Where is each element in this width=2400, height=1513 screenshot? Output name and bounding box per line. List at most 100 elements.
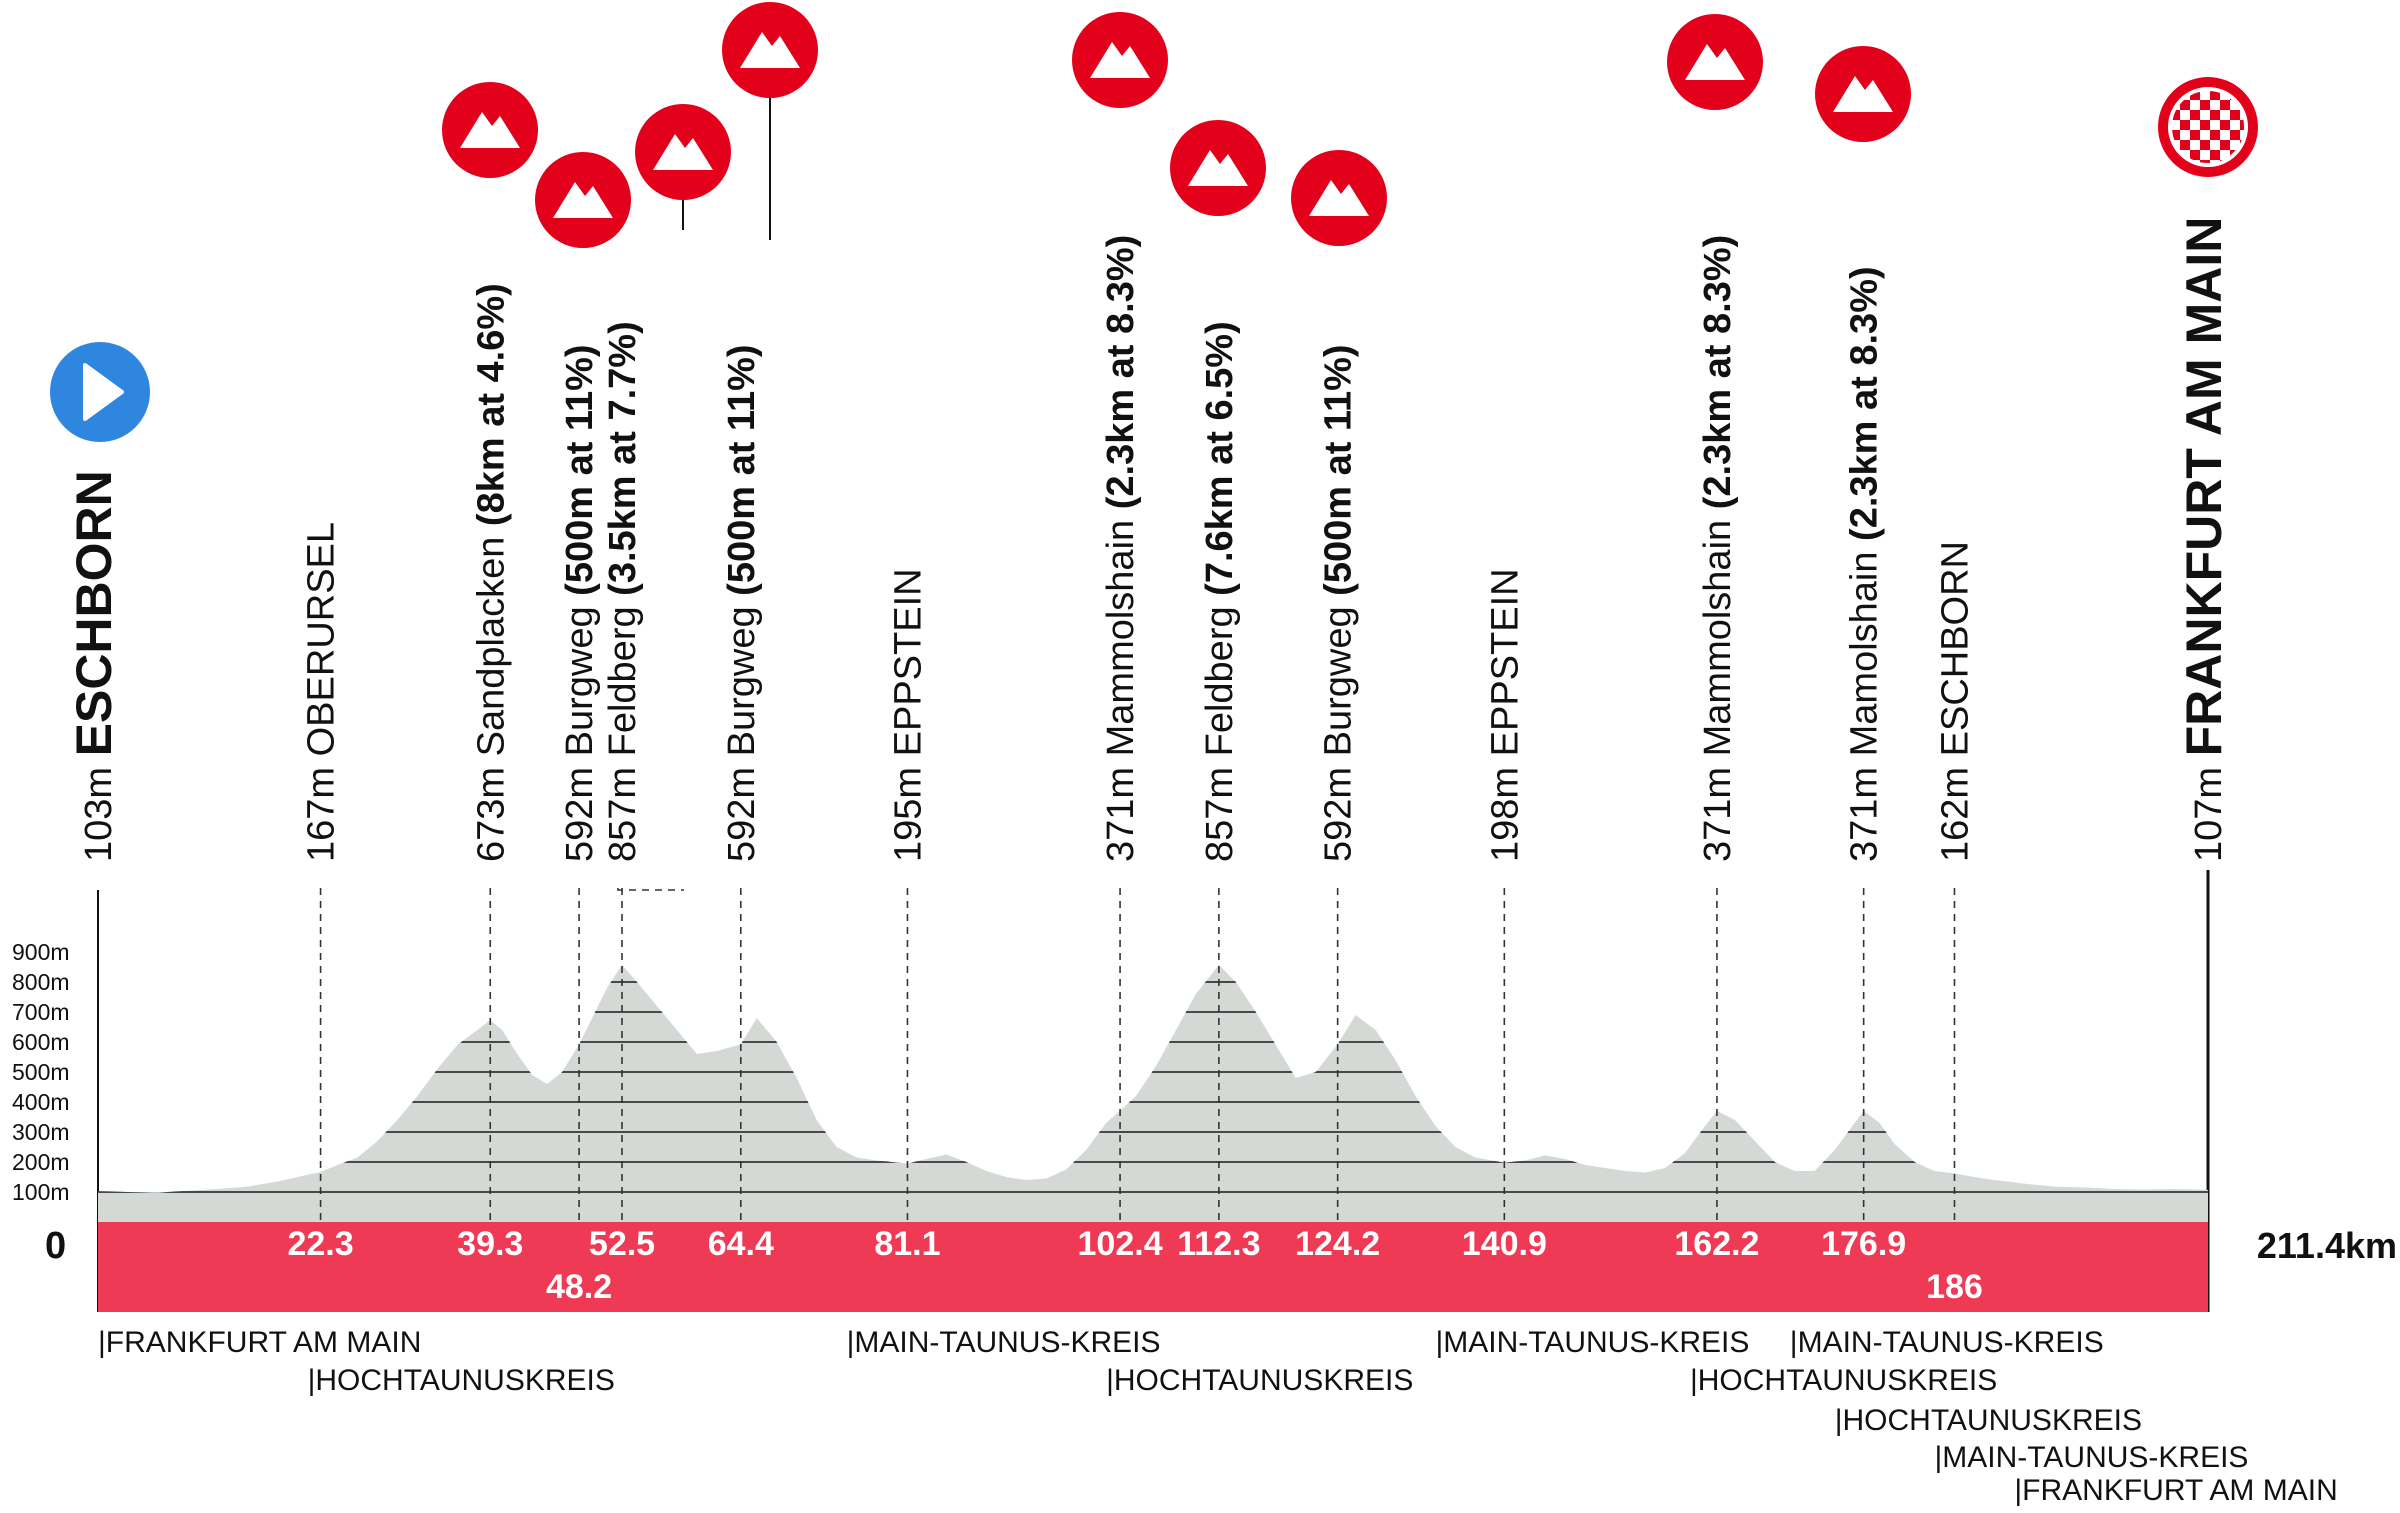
- mountain-icon: [1072, 12, 1168, 108]
- km-marker-label: 186: [1926, 1268, 1983, 1306]
- region-label: |MAIN-TAUNUS-KREIS: [1935, 1441, 2249, 1474]
- waypoint-label: 195m EPPSTEIN: [887, 568, 929, 862]
- y-tick-label: 900m: [12, 939, 70, 965]
- km-marker-label: 64.4: [708, 1225, 774, 1263]
- checker-disc: [2168, 87, 2248, 167]
- climb-detail: (8km at 4.6%): [470, 283, 512, 526]
- km-marker-labels: 22.3 39.3 48.2 52.5 64.4 81.1 102.4 112.3 124.2 1…: [287, 1225, 1982, 1306]
- waypoint-name: OBERURSEL: [301, 522, 343, 756]
- region-label: |HOCHTAUNUSKREIS: [308, 1364, 615, 1397]
- play-triangle: [83, 363, 124, 421]
- waypoint-label: 103m ESCHBORN: [66, 470, 122, 862]
- waypoint-elevation: 195m: [887, 767, 929, 862]
- waypoint-elevation: 107m: [2188, 767, 2230, 862]
- waypoint-name: Feldberg: [602, 606, 644, 756]
- climb-detail: (7.6km at 6.5%): [1199, 321, 1241, 596]
- waypoint-label: 162m ESCHBORN: [1934, 541, 1976, 862]
- km-marker-label: 52.5: [589, 1225, 655, 1263]
- climb-detail: (3.5km at 7.7%): [602, 321, 644, 596]
- waypoint-name: Burgweg: [559, 606, 601, 756]
- km-marker-label: 81.1: [874, 1225, 940, 1263]
- waypoint-label: 198m EPPSTEIN: [1484, 568, 1526, 862]
- waypoint-label: 673m Sandplacken (8km at 4.6%): [470, 283, 512, 862]
- km-marker-label: 22.3: [287, 1225, 353, 1263]
- finish-flag-icon: [2158, 77, 2258, 177]
- climb-detail: (500m at 11%): [721, 344, 763, 595]
- spacer: [1844, 541, 1886, 552]
- spacer: [1484, 756, 1526, 767]
- mountain-shape: [740, 32, 800, 68]
- waypoint-name: Mammolshain: [1100, 520, 1142, 757]
- km-marker-label: 112.3: [1177, 1225, 1260, 1263]
- km-marker-label: 124.2: [1295, 1225, 1380, 1263]
- waypoint-elevation: 592m: [1318, 767, 1360, 862]
- distance-band-fill: [98, 1222, 2208, 1312]
- spacer: [1100, 756, 1142, 767]
- waypoint-elevation: 371m: [1697, 767, 1739, 862]
- km-marker-label: 48.2: [546, 1268, 612, 1306]
- waypoint-label: 857m Feldberg (3.5km at 7.7%): [602, 321, 644, 862]
- spacer: [470, 526, 512, 537]
- km-marker-label: 39.3: [457, 1225, 523, 1263]
- waypoint-name: Mammolshain: [1697, 520, 1739, 757]
- spacer: [602, 756, 644, 767]
- distance-band: 0 211.4km: [45, 1222, 2397, 1312]
- waypoint-elevation: 673m: [470, 767, 512, 862]
- waypoint-label: 857m Feldberg (7.6km at 6.5%): [1199, 321, 1241, 862]
- zero-label: 0: [45, 1225, 66, 1267]
- waypoint-label: 592m Burgweg (500m at 11%): [721, 344, 763, 862]
- spacer: [1199, 756, 1241, 767]
- y-tick-label: 700m: [12, 999, 70, 1025]
- km-marker-label: 176.9: [1821, 1225, 1906, 1263]
- waypoint-label: 107m FRANKFURT AM MAIN: [2176, 217, 2232, 862]
- waypoint-name: Burgweg: [721, 606, 763, 756]
- guide-connector: [617, 888, 684, 891]
- spacer: [1697, 756, 1739, 767]
- waypoint-name: Burgweg: [1318, 606, 1360, 756]
- waypoint-label: 371m Mamolshain (2.3km at 8.3%): [1844, 266, 1886, 862]
- climb-detail: (2.3km at 8.3%): [1844, 266, 1886, 541]
- waypoint-name: EPPSTEIN: [887, 568, 929, 756]
- region-labels: |FRANKFURT AM MAIN |HOCHTAUNUSKREIS |MAIN-…: [98, 1326, 2338, 1507]
- km-marker-label: 140.9: [1462, 1225, 1547, 1263]
- region-label: |MAIN-TAUNUS-KREIS: [1790, 1326, 2104, 1359]
- waypoint-name: ESCHBORN: [1934, 541, 1976, 756]
- region-label: |HOCHTAUNUSKREIS: [1835, 1404, 2142, 1437]
- region-label: |FRANKFURT AM MAIN: [98, 1326, 421, 1359]
- waypoint-elevation: 592m: [721, 767, 763, 862]
- waypoint-name: Mamolshain: [1844, 552, 1886, 757]
- waypoint-labels: 103m ESCHBORN 167m OBERURSEL 673m Sandplac…: [66, 217, 2232, 862]
- waypoint-label: 371m Mammolshain (2.3km at 8.3%): [1697, 235, 1739, 862]
- waypoint-elevation: 167m: [301, 767, 343, 862]
- spacer: [301, 756, 343, 767]
- waypoint-elevation: 162m: [1934, 767, 1976, 862]
- mountain-icon: [535, 152, 631, 248]
- spacer: [721, 596, 763, 607]
- mountain-icon: [1170, 120, 1266, 216]
- waypoint-markers: [50, 2, 2258, 442]
- waypoint-elevation: 592m: [559, 767, 601, 862]
- mountain-icon: [1667, 14, 1763, 110]
- climb-detail: (500m at 11%): [559, 344, 601, 595]
- mountain-shape: [553, 182, 613, 218]
- waypoint-label: 592m Burgweg (500m at 11%): [1318, 344, 1360, 862]
- waypoint-name: Sandplacken: [470, 537, 512, 757]
- spacer: [559, 756, 601, 767]
- spacer: [887, 756, 929, 767]
- spacer: [78, 756, 120, 767]
- spacer: [1697, 509, 1739, 520]
- waypoint-label: 371m Mammolshain (2.3km at 8.3%): [1100, 235, 1142, 862]
- mountain-icon: [442, 82, 538, 178]
- profile-area: [98, 964, 2208, 1222]
- y-tick-label: 800m: [12, 969, 70, 995]
- y-tick-label: 400m: [12, 1089, 70, 1115]
- mountain-icon: [635, 104, 731, 200]
- play-icon: [50, 342, 150, 442]
- climb-detail: (500m at 11%): [1318, 344, 1360, 595]
- y-tick-label: 500m: [12, 1059, 70, 1085]
- region-label: |MAIN-TAUNUS-KREIS: [1435, 1326, 1749, 1359]
- spacer: [1199, 596, 1241, 607]
- waypoint-name: FRANKFURT AM MAIN: [2176, 217, 2232, 757]
- spacer: [721, 756, 763, 767]
